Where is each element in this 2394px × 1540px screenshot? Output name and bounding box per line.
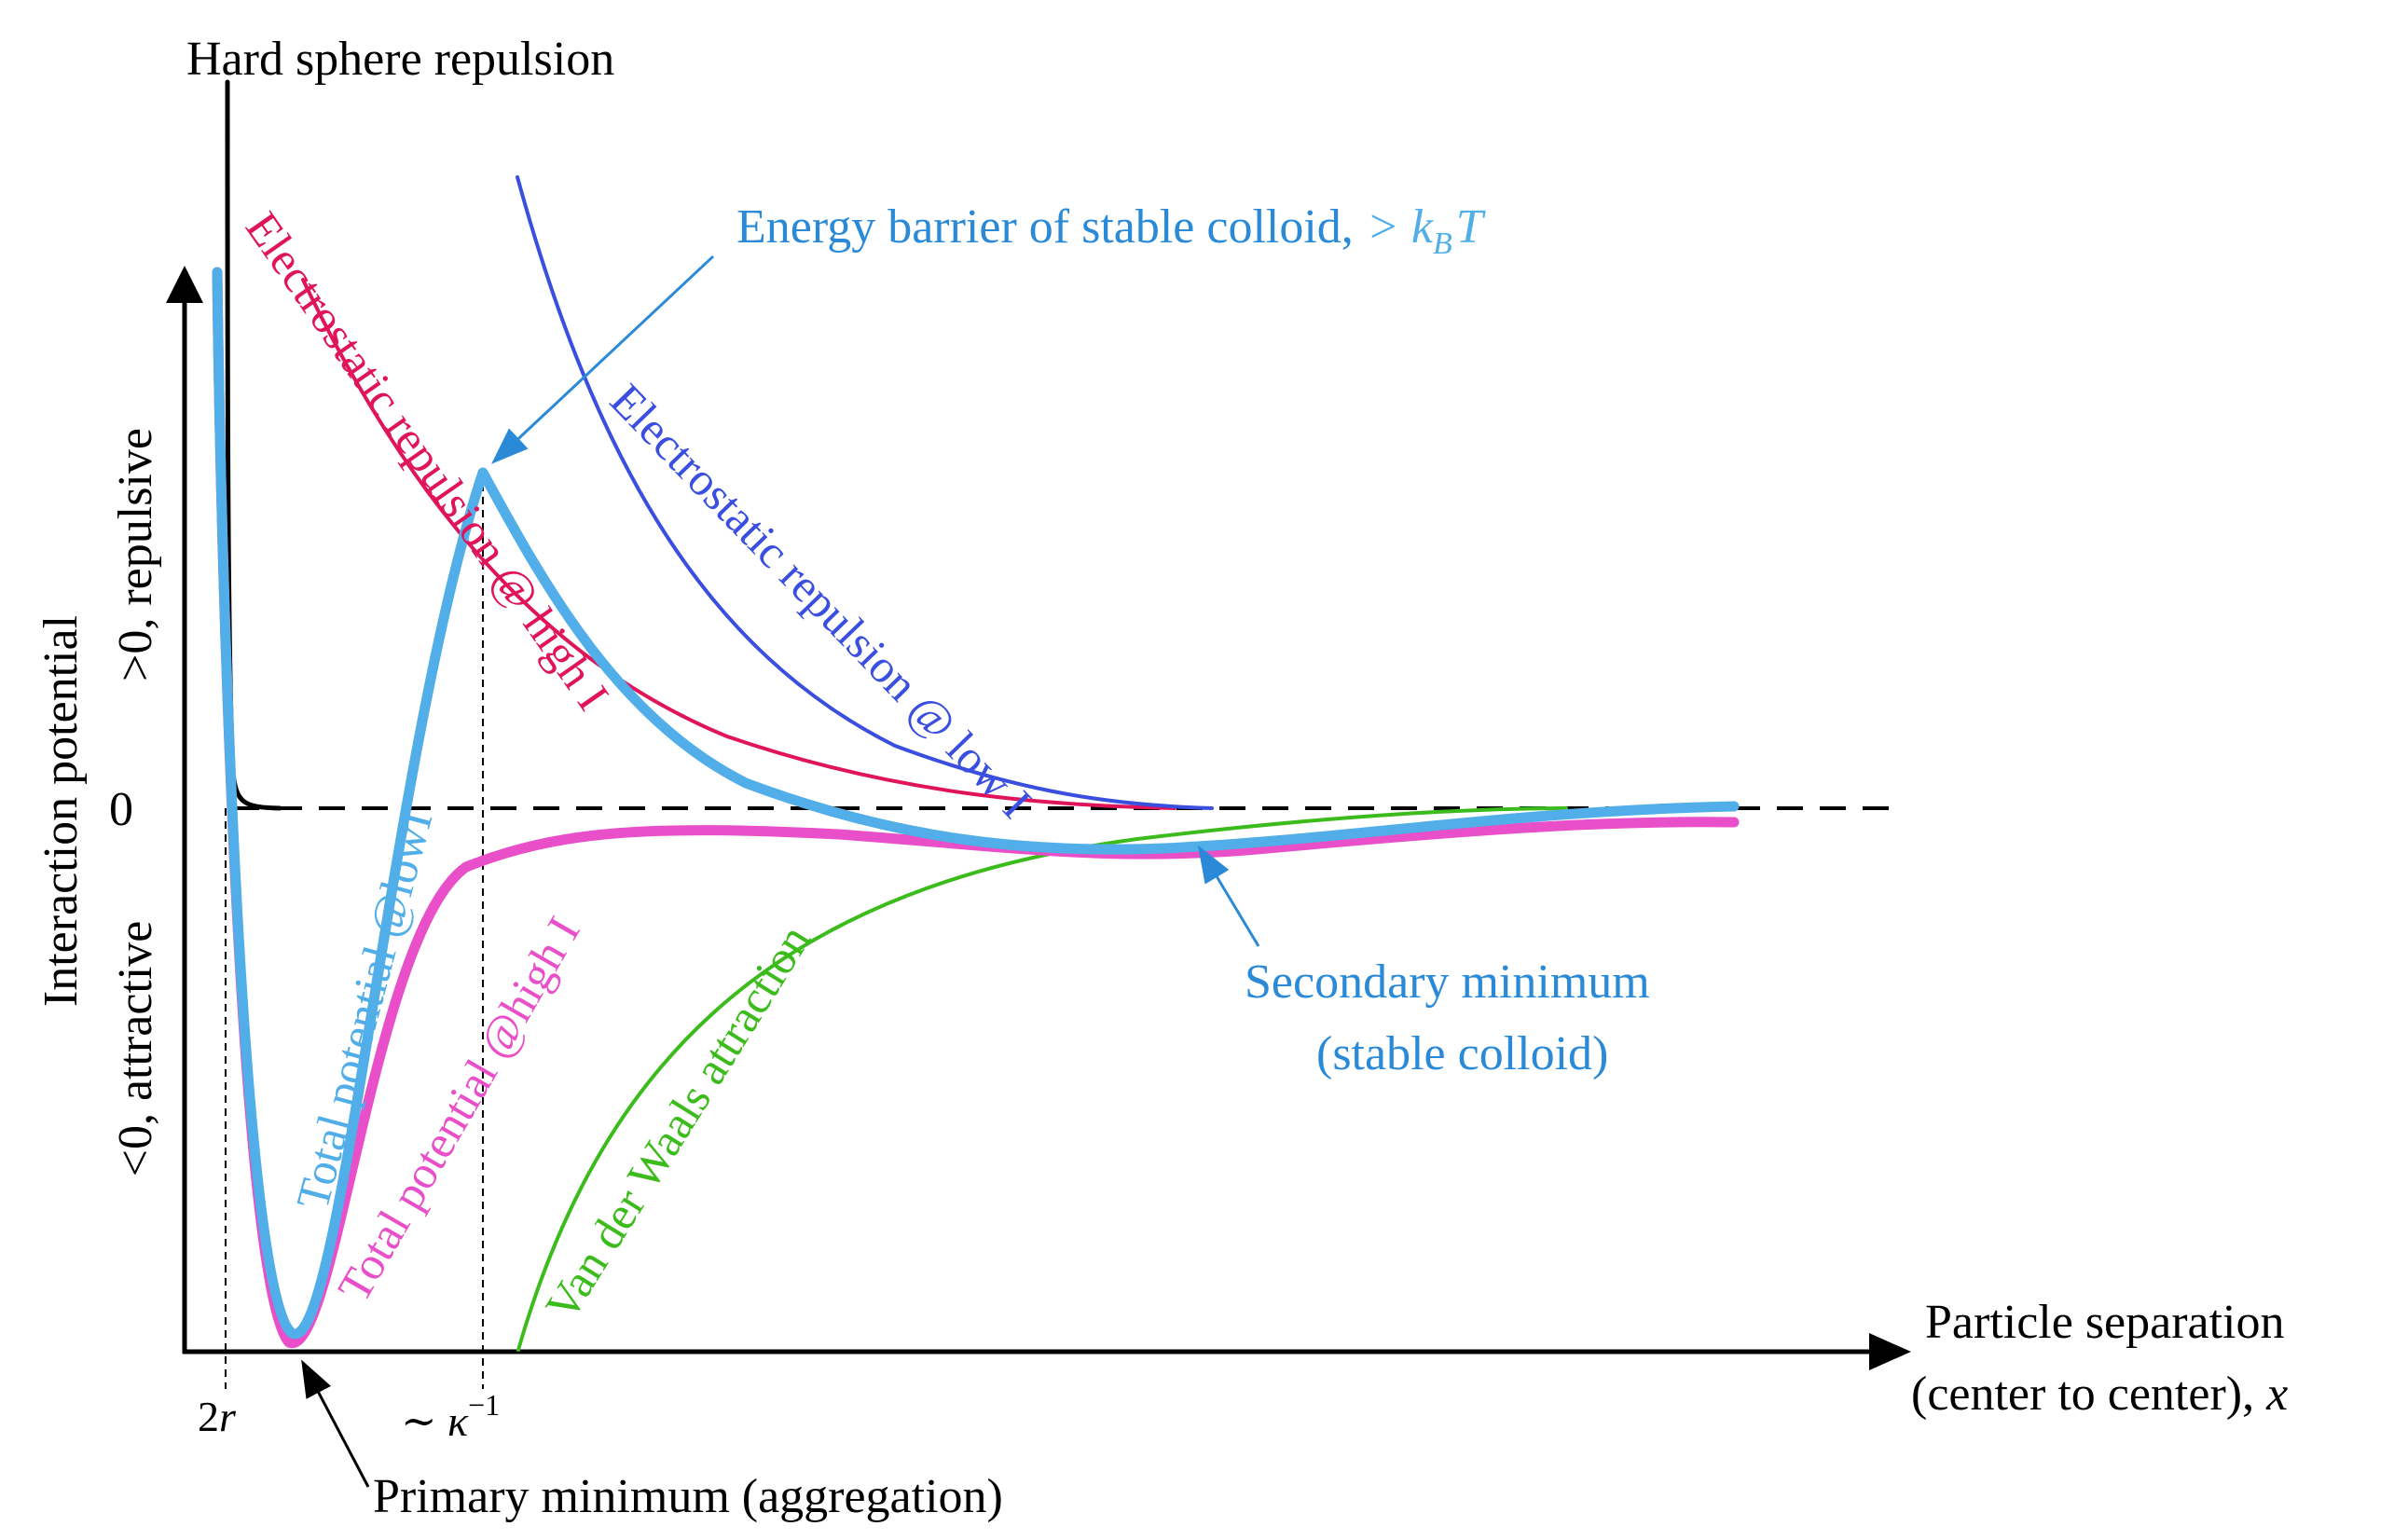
y-axis-arrowhead	[166, 266, 203, 303]
van-der-waals-curve	[516, 806, 1568, 1352]
tick-2r: 2r	[198, 1393, 237, 1440]
primary-min-label: Primary minimum (aggregation)	[373, 1470, 1003, 1523]
y-axis-title: Interaction potential	[34, 615, 88, 1007]
x-axis-title-line1: Particle separation	[1925, 1296, 2285, 1349]
labels: Hard sphere repulsion Interaction potent…	[34, 33, 2288, 1523]
tick-kappa: ∼ κ−1	[401, 1388, 500, 1445]
elec-low-label: Electrostatic repulsion @ low I	[600, 374, 1042, 829]
y-positive-label: >0, repulsive	[109, 428, 162, 681]
zero-label: 0	[109, 783, 133, 836]
hard-sphere-label: Hard sphere repulsion	[186, 33, 614, 86]
hard-sphere-curve	[225, 79, 282, 811]
secondary-min-arrow	[1197, 845, 1260, 947]
electrostatic-low-curve	[516, 175, 1214, 810]
primary-min-arrow	[301, 1359, 370, 1488]
x-axis-title-line2: (center to center), x	[1911, 1368, 2288, 1421]
elec-high-label: Electrostatic repulsion @ high I	[236, 202, 620, 719]
y-negative-label: <0, attractive	[109, 921, 162, 1177]
axes	[166, 266, 1911, 1389]
secondary-min-label-line1: Secondary minimum	[1245, 956, 1650, 1009]
secondary-min-label-line2: (stable colloid)	[1316, 1027, 1608, 1080]
electrostatic-high-curve	[301, 278, 1176, 810]
annotation-arrows	[301, 254, 1260, 1488]
energy-barrier-label: Energy barrier of stable colloid, > kBT	[736, 200, 1486, 261]
energy-barrier-arrow	[491, 254, 715, 464]
vdw-label: Van der Waals attraction	[535, 915, 820, 1328]
x-axis-arrowhead	[1869, 1333, 1911, 1370]
